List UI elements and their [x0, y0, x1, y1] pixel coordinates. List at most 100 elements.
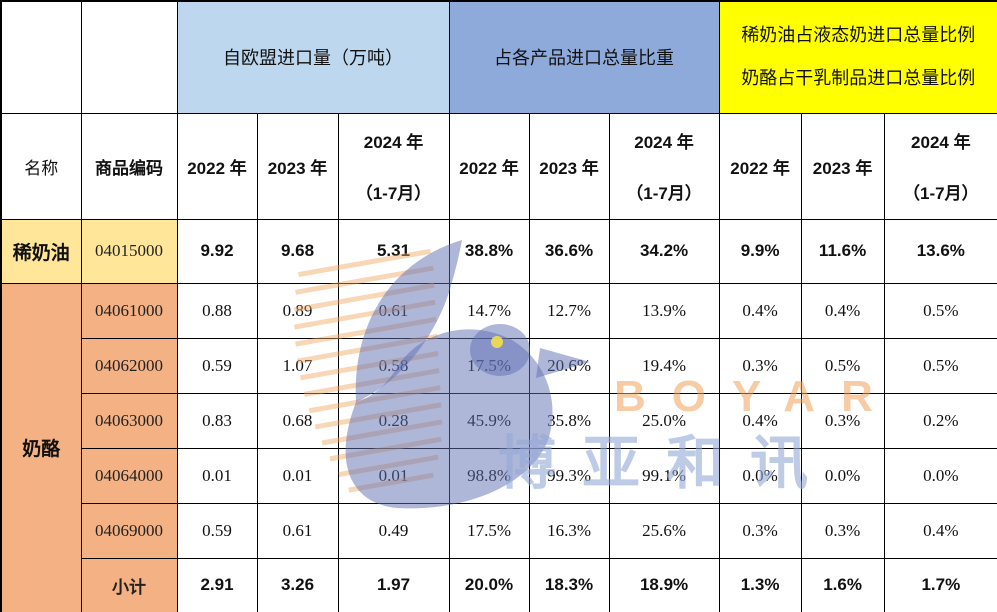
value-cell: 0.59 [176, 337, 258, 394]
value-cell: 17.5% [448, 337, 530, 394]
value-cell: 0.01 [256, 447, 339, 504]
value-cell: 9.68 [256, 218, 339, 284]
value-cell: 13.9% [608, 282, 720, 339]
value-cell: 18.3% [528, 557, 610, 612]
header-year-2024-jan-jul: 2024 年 （1-7月） [608, 112, 720, 220]
value-cell: 98.8% [448, 447, 530, 504]
value-cell: 1.6% [800, 557, 885, 612]
table-row: 04062000 0.59 1.07 0.58 17.5% 20.6% 19.4% 0.3% 0… [1, 337, 997, 394]
header-year-2024-jan-jul: 2024 年 （1-7月） [883, 112, 997, 220]
value-cell: 0.01 [337, 447, 450, 504]
code-cell: 04062000 [80, 337, 178, 394]
value-cell: 3.26 [256, 557, 339, 612]
value-cell: 20.6% [528, 337, 610, 394]
value-cell: 17.5% [448, 502, 530, 559]
header-year-2022: 2022 年 [718, 112, 802, 220]
header-year-2024-line1: 2024 年 [363, 133, 424, 152]
value-cell: 0.01 [176, 447, 258, 504]
table-row: 04069000 0.59 0.61 0.49 17.5% 16.3% 25.6% 0.3% 0… [1, 502, 997, 559]
header-year-2024-jan-jul: 2024 年 （1-7月） [337, 112, 450, 220]
header-year-2022: 2022 年 [176, 112, 258, 220]
header-group-share-of-imports: 占各产品进口总量比重 [448, 0, 720, 114]
code-cell: 小计 [80, 557, 178, 612]
value-cell: 0.61 [256, 502, 339, 559]
value-cell: 0.4% [883, 502, 997, 559]
header-year-2024-line2: （1-7月） [903, 184, 979, 203]
value-cell: 5.31 [337, 218, 450, 284]
header-group-eu-import-volume: 自欧盟进口量（万吨） [176, 0, 450, 114]
value-cell: 0.59 [176, 502, 258, 559]
value-cell: 11.6% [800, 218, 885, 284]
value-cell: 0.28 [337, 392, 450, 449]
value-cell: 0.2% [883, 392, 997, 449]
value-cell: 0.0% [718, 447, 802, 504]
header-group-ratio: 稀奶油占液态奶进口总量比例 奶酪占干乳制品进口总量比例 [718, 0, 997, 114]
value-cell: 0.4% [718, 392, 802, 449]
header-year-2023: 2023 年 [256, 112, 339, 220]
value-cell: 0.49 [337, 502, 450, 559]
value-cell: 0.5% [883, 282, 997, 339]
value-cell: 36.6% [528, 218, 610, 284]
table-row: 小计 2.91 3.26 1.97 20.0% 18.3% 18.9% 1.3% 1.6% 1.7… [1, 557, 997, 612]
header-year-2024-line2: （1-7月） [355, 184, 432, 203]
value-cell: 1.7% [883, 557, 997, 612]
value-cell: 0.3% [718, 337, 802, 394]
name-cell: 奶酪 [0, 282, 82, 612]
value-cell: 1.3% [718, 557, 802, 612]
value-cell: 9.92 [176, 218, 258, 284]
value-cell: 0.4% [718, 282, 802, 339]
header-year-2023: 2023 年 [528, 112, 610, 220]
table-row: 04064000 0.01 0.01 0.01 98.8% 99.3% 99.1% 0.0% 0… [1, 447, 997, 504]
value-cell: 1.97 [337, 557, 450, 612]
value-cell: 0.5% [883, 337, 997, 394]
table-row: 04063000 0.83 0.68 0.28 45.9% 35.8% 25.0% 0.4% 0… [1, 392, 997, 449]
value-cell: 0.5% [800, 337, 885, 394]
value-cell: 35.8% [528, 392, 610, 449]
value-cell: 19.4% [608, 337, 720, 394]
value-cell: 45.9% [448, 392, 530, 449]
header-year-2022: 2022 年 [448, 112, 530, 220]
header-group-ratio-line2: 奶酪占干乳制品进口总量比例 [741, 68, 976, 89]
value-cell: 14.7% [448, 282, 530, 339]
value-cell: 38.8% [448, 218, 530, 284]
value-cell: 0.4% [800, 282, 885, 339]
code-cell: 04015000 [80, 218, 178, 284]
header-year-2023: 2023 年 [800, 112, 885, 220]
header-code-col: 商品编码 [80, 112, 178, 220]
code-cell: 04069000 [80, 502, 178, 559]
header-name-col: 名称 [0, 112, 82, 220]
value-cell: 13.6% [883, 218, 997, 284]
value-cell: 0.68 [256, 392, 339, 449]
code-cell: 04063000 [80, 392, 178, 449]
value-cell: 99.1% [608, 447, 720, 504]
code-cell: 04061000 [80, 282, 178, 339]
value-cell: 25.6% [608, 502, 720, 559]
value-cell: 0.0% [800, 447, 885, 504]
name-cell: 稀奶油 [0, 218, 82, 284]
value-cell: 0.83 [176, 392, 258, 449]
value-cell: 9.9% [718, 218, 802, 284]
value-cell: 12.7% [528, 282, 610, 339]
header-year-2024-line1: 2024 年 [634, 133, 694, 152]
value-cell: 0.58 [337, 337, 450, 394]
table-row: 奶酪 04061000 0.88 0.89 0.61 14.7% 12.7% 13.9% 0.4… [0, 282, 997, 612]
value-cell: 16.3% [528, 502, 610, 559]
corner-empty-cell-2 [80, 0, 178, 114]
value-cell: 0.89 [256, 282, 339, 339]
corner-empty-cell [0, 0, 82, 114]
header-group-ratio-line1: 稀奶油占液态奶进口总量比例 [741, 24, 976, 45]
value-cell: 0.3% [800, 502, 885, 559]
value-cell: 0.3% [718, 502, 802, 559]
header-year-2024-line2: （1-7月） [626, 184, 702, 203]
value-cell: 1.07 [256, 337, 339, 394]
value-cell: 0.0% [883, 447, 997, 504]
value-cell: 20.0% [448, 557, 530, 612]
value-cell: 2.91 [176, 557, 258, 612]
value-cell: 0.61 [337, 282, 450, 339]
table-row: 稀奶油 04015000 9.92 9.68 5.31 38.8% 36.6% 34.2% 9.… [0, 218, 997, 284]
value-cell: 0.3% [800, 392, 885, 449]
value-cell: 99.3% [528, 447, 610, 504]
code-cell: 04064000 [80, 447, 178, 504]
